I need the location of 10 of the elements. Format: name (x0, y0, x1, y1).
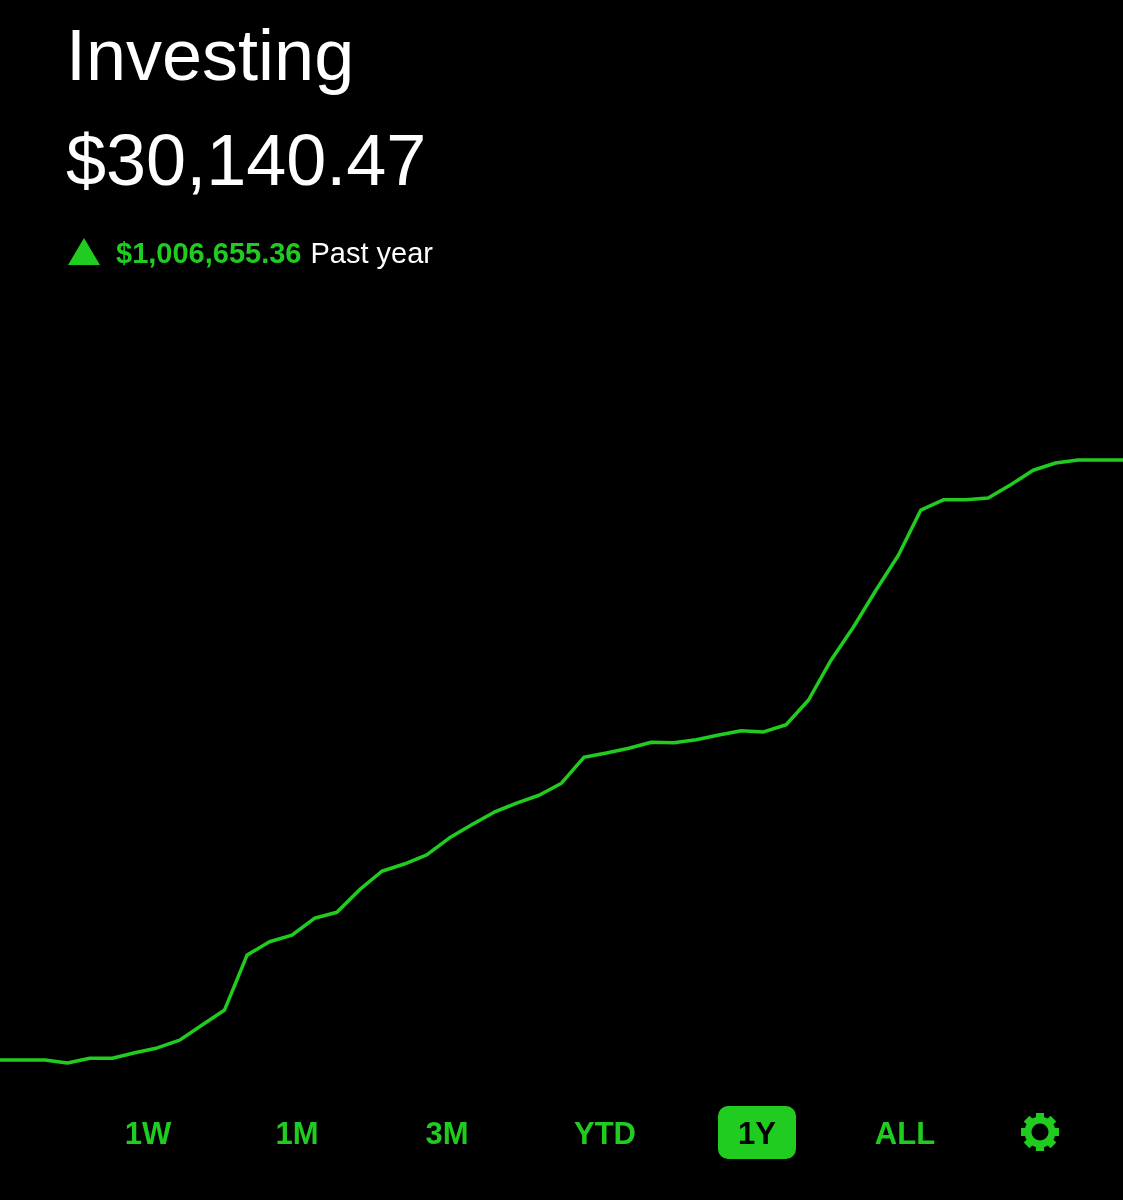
text: 3M (425, 1116, 469, 1151)
text: 1M (275, 1116, 319, 1151)
text: 1Y (738, 1116, 777, 1151)
text: ALL (874, 1116, 936, 1151)
chart-subtitle: $30,140.47 (66, 120, 427, 200)
text: YTD (574, 1116, 636, 1151)
text: Past year (310, 237, 434, 269)
text: $1,006,655.36 (116, 237, 302, 269)
text: 1W (124, 1116, 172, 1151)
chart-title: Investing (66, 15, 355, 95)
